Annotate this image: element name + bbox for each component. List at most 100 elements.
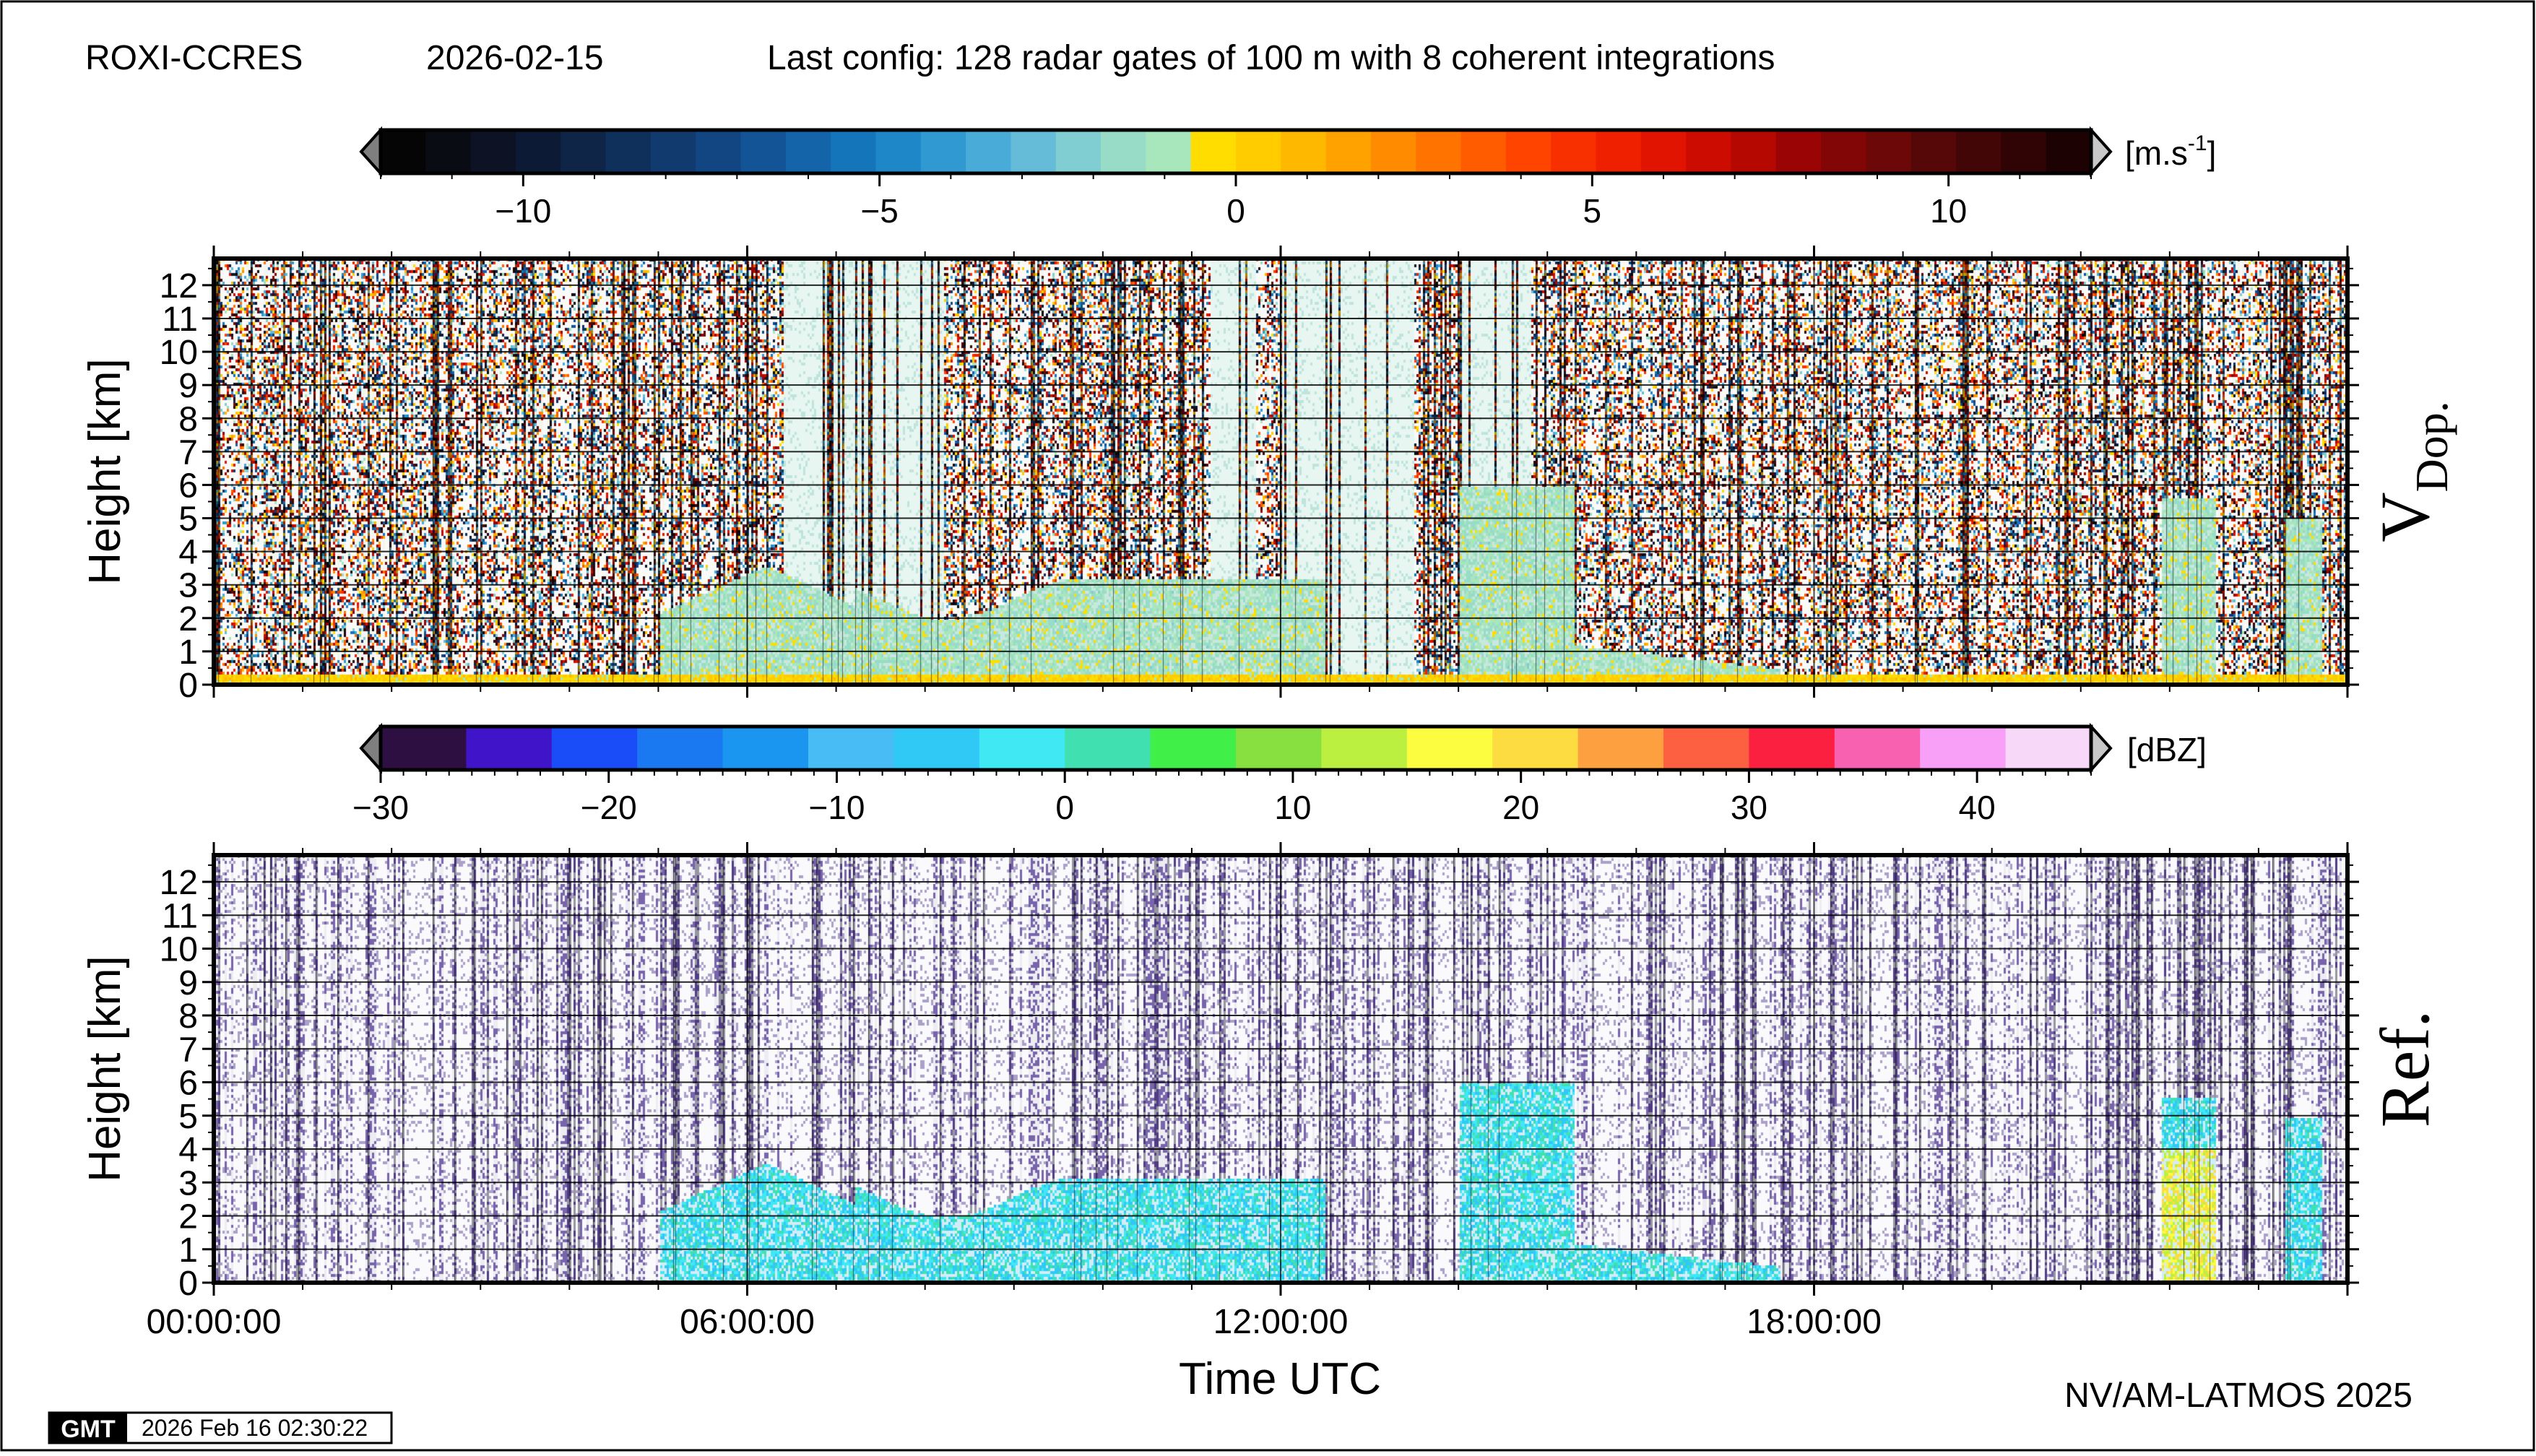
doppler-y-tick-label: 8 <box>178 400 198 438</box>
plot-date: 2026-02-15 <box>426 39 604 77</box>
doppler-y-tick-label: 0 <box>178 667 198 705</box>
doppler-unit-end: ] <box>2207 134 2217 172</box>
doppler-colorbar-cell <box>1370 130 1416 173</box>
reflectivity-colorbar-cell <box>1834 727 1921 770</box>
doppler-colorbar-tick-label: 10 <box>1930 192 1967 230</box>
doppler-colorbar-cell <box>1686 130 1732 173</box>
doppler-y-tick-label: 7 <box>178 433 198 472</box>
doppler-colorbar-cell <box>1640 130 1687 173</box>
doppler-colorbar-cell <box>1505 130 1552 173</box>
reflectivity-colorbar-tick-label: −30 <box>352 789 409 826</box>
doppler-colorbar-cell <box>1325 130 1372 173</box>
doppler-colorbar-cell <box>470 130 516 173</box>
doppler-colorbar-cell <box>425 130 472 173</box>
reflectivity-colorbar-cell <box>1236 727 1322 770</box>
doppler-colorbar-tick-label: 0 <box>1226 192 1245 230</box>
doppler-colorbar-over-arrow <box>2090 126 2113 178</box>
reflectivity-y-tick-label: 6 <box>178 1065 198 1103</box>
doppler-colorbar-cell <box>1866 130 1912 173</box>
doppler-colorbar-cell <box>1821 130 1867 173</box>
reflectivity-colorbar-tick-label: 20 <box>1502 789 1539 826</box>
reflectivity-colorbar-cell <box>1150 727 1237 770</box>
reflectivity-colorbar-cell <box>1492 727 1579 770</box>
reflectivity-y-tick-label: 10 <box>160 931 198 969</box>
doppler-y-tick-label: 1 <box>178 633 198 672</box>
reflectivity-x-tick-label: 12:00:00 <box>1213 1303 1349 1341</box>
reflectivity-colorbar: −30 −20 −10 0 10 20 30 40 [dBZ] <box>352 722 2207 826</box>
doppler-colorbar-cell <box>2046 130 2092 173</box>
reflectivity-y-tick-label: 7 <box>178 1031 198 1069</box>
doppler-y-tick-label: 11 <box>162 300 198 339</box>
reflectivity-colorbar-tick-label: −10 <box>808 789 865 826</box>
reflectivity-y-tick-label: 12 <box>160 864 198 902</box>
reflectivity-y-tick-label: 3 <box>178 1164 198 1202</box>
reflectivity-colorbar-cell <box>1749 727 1835 770</box>
doppler-colorbar-cell <box>875 130 922 173</box>
reflectivity-colorbar-ticks: −30 −20 −10 0 10 20 30 40 <box>352 770 2092 826</box>
reflectivity-y-tick-label: 0 <box>178 1265 198 1303</box>
doppler-colorbar-cell <box>785 130 831 173</box>
reflectivity-x-tick-label: 00:00:00 <box>147 1303 282 1341</box>
reflectivity-colorbar-cell <box>979 727 1065 770</box>
reflectivity-x-ticks: 00:00:00 06:00:00 12:00:00 18:00:00 <box>147 842 2349 1341</box>
reflectivity-colorbar-cell <box>1663 727 1749 770</box>
doppler-colorbar-cell <box>1236 130 1281 173</box>
doppler-colorbar: −10 −5 0 5 10 [m.s-1] <box>359 126 2216 230</box>
reflectivity-y-tick-label: 8 <box>178 997 198 1036</box>
doppler-colorbar-cell <box>1775 130 1822 173</box>
reflectivity-colorbar-cell <box>2005 727 2092 770</box>
doppler-colorbar-cell <box>650 130 696 173</box>
doppler-y-tick-label: 5 <box>178 500 198 539</box>
doppler-colorbar-tick-label: −5 <box>860 192 898 230</box>
doppler-y-tick-label: 12 <box>160 267 198 306</box>
doppler-colorbar-cell <box>2001 130 2047 173</box>
reflectivity-colorbar-tick-label: 10 <box>1274 789 1311 826</box>
gmt-logo-box <box>49 1413 127 1443</box>
doppler-colorbar-cell <box>381 130 426 173</box>
doppler-colorbar-cell <box>1010 130 1057 173</box>
doppler-y-tick-label: 2 <box>178 600 198 638</box>
doppler-colorbar-cell <box>1596 130 1642 173</box>
doppler-colorbar-cells <box>381 130 2092 173</box>
gmt-timestamp: 2026 Feb 16 02:30:22 <box>142 1415 368 1441</box>
doppler-colorbar-unit: [m.s-1] <box>2125 131 2216 172</box>
doppler-colorbar-cell <box>515 130 561 173</box>
reflectivity-panel-label: Ref. <box>2366 1010 2444 1128</box>
reflectivity-y-tick-label: 9 <box>178 964 198 1002</box>
reflectivity-y-axis-label: Height [km] <box>80 956 130 1182</box>
doppler-colorbar-cell <box>920 130 966 173</box>
doppler-colorbar-cell <box>605 130 652 173</box>
doppler-colorbar-under-arrow <box>359 126 382 178</box>
doppler-y-tick-label: 4 <box>178 534 198 572</box>
reflectivity-colorbar-unit: [dBZ] <box>2127 731 2207 768</box>
reflectivity-colorbar-cell <box>551 727 638 770</box>
reflectivity-colorbar-tick-label: −20 <box>581 789 637 826</box>
reflectivity-y-tick-label: 5 <box>178 1098 198 1136</box>
doppler-colorbar-cell <box>740 130 787 173</box>
doppler-colorbar-cell <box>1910 130 1957 173</box>
station-name: ROXI-CCRES <box>85 39 303 77</box>
doppler-panel-label: VDop. <box>2366 401 2457 542</box>
doppler-colorbar-cell <box>1055 130 1102 173</box>
reflectivity-colorbar-cell <box>466 727 553 770</box>
doppler-colorbar-cell <box>966 130 1012 173</box>
reflectivity-colorbar-tick-label: 0 <box>1055 789 1074 826</box>
doppler-panel-label-main: V <box>2366 492 2444 542</box>
doppler-colorbar-ticks: −10 −5 0 5 10 <box>380 173 2092 230</box>
reflectivity-colorbar-cell <box>381 727 467 770</box>
doppler-grid <box>214 259 2347 685</box>
config-text: Last config: 128 radar gates of 100 m wi… <box>767 39 1775 77</box>
reflectivity-panel-frame <box>212 853 2350 1285</box>
doppler-colorbar-cell <box>831 130 877 173</box>
reflectivity-colorbar-cells <box>381 727 2092 770</box>
reflectivity-y-tick-label: 2 <box>178 1198 198 1236</box>
reflectivity-colorbar-cell <box>637 727 724 770</box>
reflectivity-colorbar-tick-label: 40 <box>1959 789 1996 826</box>
reflectivity-y-tick-label: 4 <box>178 1131 198 1169</box>
doppler-unit-base: [m.s <box>2125 134 2188 172</box>
